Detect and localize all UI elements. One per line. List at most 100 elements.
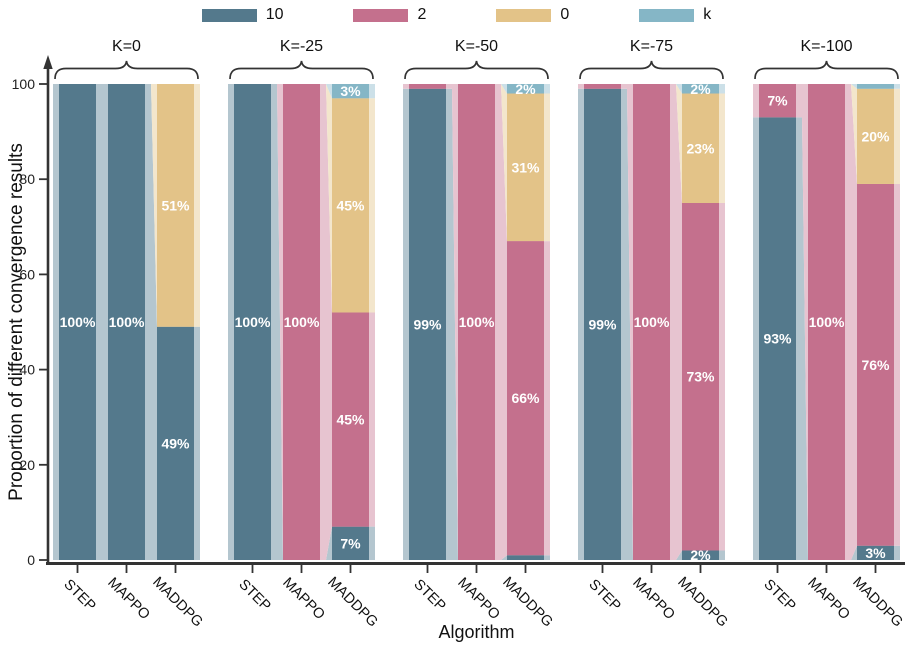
bar-segment-label: 100% bbox=[459, 314, 495, 330]
bar-segment-label: 73% bbox=[686, 369, 715, 385]
bar-segment-maddpg-0 bbox=[332, 98, 369, 313]
bar-segment-step-10 bbox=[584, 88, 621, 560]
bar-segment-maddpg-k bbox=[857, 84, 894, 89]
bar-segment-maddpg-k bbox=[507, 84, 544, 94]
bar-segment-step-2 bbox=[584, 84, 621, 89]
group-brace bbox=[579, 60, 724, 80]
bar-group-K=0: 100% 100% 49% 51% bbox=[53, 84, 200, 560]
y-tick-label: 100 bbox=[12, 76, 36, 92]
group-header-K=-25: K=-25 bbox=[228, 36, 375, 80]
group-brace bbox=[404, 60, 549, 80]
x-axis-title: Algorithm bbox=[438, 622, 515, 642]
bar-segment-label: 49% bbox=[161, 435, 190, 451]
bar-group-K=-25: 100% 100% 7% 45% 45% 3% bbox=[228, 83, 375, 560]
bar-segment-label: 3% bbox=[340, 83, 361, 99]
bar-segment-step-2 bbox=[409, 84, 446, 89]
group-brace bbox=[229, 60, 374, 80]
bar-segment-maddpg-10 bbox=[507, 555, 544, 560]
bar-segment-label: 7% bbox=[340, 535, 361, 551]
bar-segment-step-10 bbox=[759, 117, 796, 560]
bar-segment-mappo-10 bbox=[108, 84, 145, 560]
bar-segment-maddpg-2 bbox=[857, 183, 894, 546]
y-axis-arrow bbox=[43, 55, 53, 69]
legend-item-10: 10 bbox=[201, 6, 284, 24]
bar-group-K=-75: 99% 100% 2% 73% 23% 2% bbox=[578, 81, 725, 563]
bar-segment-label: 2% bbox=[690, 81, 711, 97]
x-tick-label-mappo: MAPPO bbox=[279, 575, 327, 623]
legend-label: 0 bbox=[560, 6, 570, 23]
legend-label: k bbox=[703, 6, 712, 23]
bar-segment-step-10 bbox=[409, 88, 446, 560]
x-tick-label-step: STEP bbox=[585, 576, 623, 614]
bar-segment-label: 7% bbox=[767, 93, 788, 109]
group-title: K=-50 bbox=[454, 38, 499, 55]
group-brace bbox=[54, 60, 199, 80]
x-tick-label-step: STEP bbox=[410, 576, 448, 614]
legend-item-2: 2 bbox=[353, 6, 426, 24]
bar-segment-label: 45% bbox=[336, 197, 365, 213]
bar-segment-maddpg-2 bbox=[332, 312, 369, 527]
x-tick-label-step: STEP bbox=[760, 576, 798, 614]
bar-segment-maddpg-0 bbox=[157, 84, 194, 327]
legend-swatch-2 bbox=[353, 8, 409, 22]
bar-segment-label: 100% bbox=[634, 314, 670, 330]
bar-segment-maddpg-10 bbox=[332, 526, 369, 560]
bar-segment-maddpg-k bbox=[332, 84, 369, 99]
group-title: K=-25 bbox=[279, 38, 324, 55]
legend-label: 10 bbox=[265, 6, 284, 23]
bar-segment-label: 100% bbox=[60, 314, 96, 330]
bar-group-K=-50: 99% 100% 66% 31% 2% bbox=[403, 81, 550, 560]
legend-item-k: k bbox=[639, 6, 711, 24]
bar-segment-maddpg-10 bbox=[157, 326, 194, 560]
bar-segment-label: 99% bbox=[588, 316, 617, 332]
bar-segment-maddpg-0 bbox=[682, 93, 719, 203]
legend-item-0: 0 bbox=[496, 6, 569, 24]
legend-swatch-10 bbox=[201, 8, 257, 22]
bar-segment-label: 66% bbox=[511, 390, 540, 406]
x-tick-label-mappo: MAPPO bbox=[104, 575, 152, 623]
bar-segment-maddpg-k bbox=[682, 84, 719, 94]
bar-segment-maddpg-10 bbox=[857, 545, 894, 560]
bar-segment-label: 2% bbox=[690, 547, 711, 563]
group-header-K=-100: K=-100 bbox=[753, 36, 900, 80]
bar-segment-label: 100% bbox=[109, 314, 145, 330]
x-tick-label-mappo: MAPPO bbox=[454, 575, 502, 623]
bar-segment-mappo-2 bbox=[633, 84, 670, 560]
x-tick-label-step: STEP bbox=[235, 576, 273, 614]
bar-segment-label: 100% bbox=[284, 314, 320, 330]
bar-segment-label: 51% bbox=[161, 197, 190, 213]
bar-group-K=-100: 93% 7% 100% 3% 76% 20% bbox=[753, 84, 900, 561]
group-header-K=0: K=0 bbox=[53, 36, 200, 80]
group-header-K=-75: K=-75 bbox=[578, 36, 725, 80]
bar-segment-maddpg-2 bbox=[507, 241, 544, 556]
bar-segment-mappo-2 bbox=[808, 84, 845, 560]
bar-segment-maddpg-10 bbox=[682, 550, 719, 560]
x-tick-label-step: STEP bbox=[60, 576, 98, 614]
group-header-K=-50: K=-50 bbox=[403, 36, 550, 80]
bar-segment-label: 2% bbox=[515, 81, 536, 97]
bar-segment-label: 99% bbox=[413, 316, 442, 332]
group-title: K=-75 bbox=[629, 38, 674, 55]
bar-segment-label: 31% bbox=[511, 159, 540, 175]
bar-segment-maddpg-0 bbox=[857, 88, 894, 184]
legend-swatch-0 bbox=[496, 8, 552, 22]
group-title: K=0 bbox=[112, 38, 141, 55]
bar-segment-label: 100% bbox=[809, 314, 845, 330]
bar-segment-label: 23% bbox=[686, 140, 715, 156]
x-tick-label-mappo: MAPPO bbox=[804, 575, 852, 623]
bar-segment-step-10 bbox=[59, 84, 96, 560]
y-axis-title: Proportion of different convergence resu… bbox=[6, 143, 27, 501]
bar-segment-mappo-2 bbox=[458, 84, 495, 560]
bar-segment-maddpg-0 bbox=[507, 93, 544, 242]
legend-label: 2 bbox=[417, 6, 427, 23]
bar-segment-step-2 bbox=[759, 84, 796, 118]
legend: 10 2 0 k bbox=[0, 6, 913, 24]
bar-segment-label: 20% bbox=[861, 128, 890, 144]
bar-segment-mappo-2 bbox=[283, 84, 320, 560]
bar-segment-step-10 bbox=[234, 84, 271, 560]
bar-segment-label: 93% bbox=[763, 331, 792, 347]
x-tick-label-mappo: MAPPO bbox=[629, 575, 677, 623]
group-title: K=-100 bbox=[800, 38, 853, 55]
bar-segment-label: 76% bbox=[861, 357, 890, 373]
